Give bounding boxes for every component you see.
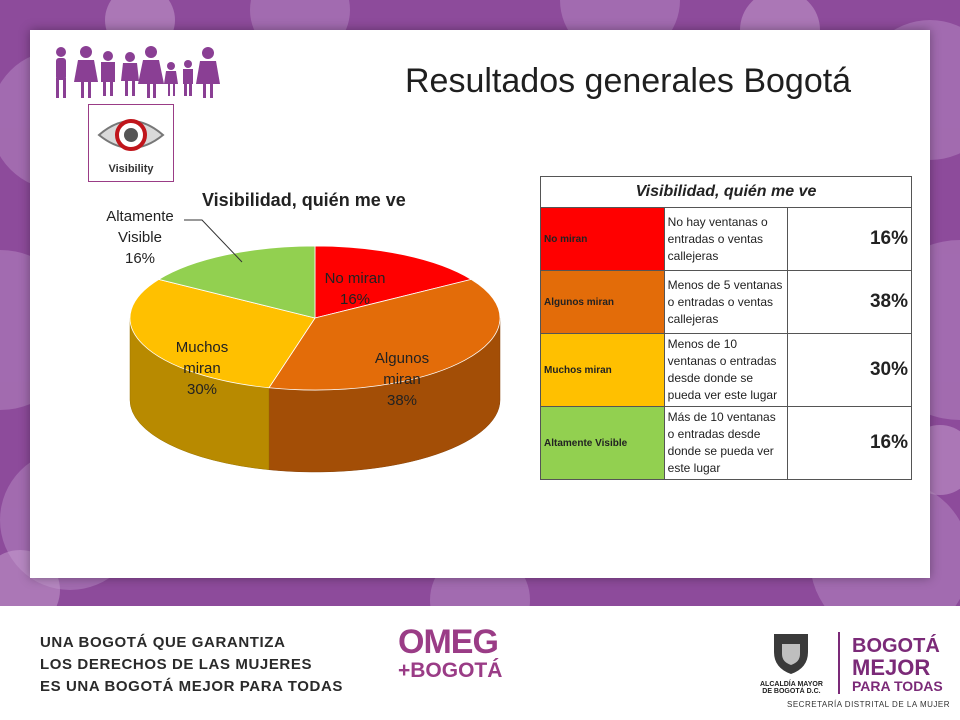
eye-icon — [97, 119, 165, 151]
table-percent: 38% — [787, 270, 912, 334]
pie-slice-no-miran — [314, 245, 473, 319]
alcaldia-line: ALCALDÍA MAYOR — [760, 681, 823, 688]
omeg-title: OMEG — [398, 623, 499, 661]
alcaldia-line: DE BOGOTÁ D.C. — [762, 688, 821, 695]
table-category: Muchos miran — [540, 333, 665, 407]
slice-label-line: Visible — [118, 229, 162, 246]
table-row: Altamente Visible Más de 10 ventanas o e… — [540, 406, 912, 480]
family-icon — [56, 46, 220, 98]
slice-label-line: Algunos — [374, 350, 430, 367]
slice-label-algunos-miran: Algunos miran 38% — [362, 348, 442, 411]
slogan-line: LOS DERECHOS DE LAS MUJERES — [40, 656, 313, 673]
table-row: Algunos miran Menos de 5 ventanas o entr… — [540, 270, 912, 334]
table-header-row: Visibilidad, quién me ve — [540, 176, 912, 208]
slice-label-line: 16% — [339, 291, 371, 308]
slogan-line: UNA BOGOTÁ QUE GARANTIZA — [40, 634, 286, 651]
bogota-line: MEJOR — [852, 655, 931, 680]
footer-slogan: UNA BOGOTÁ QUE GARANTIZA LOS DERECHOS DE… — [40, 632, 343, 698]
pie-slice-algunos-miran — [268, 278, 501, 391]
table-description: Más de 10 ventanas o entradas desde dond… — [663, 406, 789, 480]
alcaldia-logo: ALCALDÍA MAYOR DE BOGOTÁ D.C. — [760, 630, 823, 695]
slice-label-muchos-miran: Muchos miran 30% — [162, 337, 242, 400]
table-percent: 16% — [787, 406, 912, 480]
slice-label-line: No miran — [324, 270, 386, 287]
slice-label-altamente-visible: Altamente Visible 16% — [92, 206, 188, 269]
page-title: Resultados generales Bogotá — [405, 62, 852, 100]
slogan-line: ES UNA BOGOTÁ MEJOR PARA TODAS — [40, 678, 344, 695]
visibility-badge: Visibility — [88, 104, 174, 182]
pie-chart — [129, 245, 501, 473]
table-description: Menos de 10 ventanas o entradas desde do… — [663, 333, 789, 407]
chart-title: Visibilidad, quién me ve — [202, 190, 406, 210]
coat-of-arms-icon — [774, 634, 809, 674]
slice-label-line: miran — [183, 360, 221, 377]
slice-label-line: Muchos — [175, 339, 229, 356]
badge-label: Visibility — [108, 163, 154, 175]
secretaria-label: SECRETARÍA DISTRITAL DE LA MUJER — [787, 700, 950, 709]
table-description: No hay ventanas o entradas o ventas call… — [663, 207, 789, 271]
table-category: Altamente Visible — [540, 406, 665, 480]
slice-label-line: Altamente — [106, 208, 174, 225]
pie-slice-muchos-miran — [129, 278, 316, 389]
leader-line — [184, 219, 243, 263]
bogota-line: BOGOTÁ — [852, 635, 940, 657]
slice-label-no-miran: No miran 16% — [314, 268, 396, 310]
visibility-table: Visibilidad, quién me ve No miran No hay… — [540, 176, 912, 480]
slice-label-line: 30% — [186, 381, 218, 398]
table-description: Menos de 5 ventanas o entradas o ventas … — [663, 270, 789, 334]
slice-label-line: 16% — [124, 250, 156, 267]
bogota-line: PARA TODAS — [852, 678, 943, 694]
bogota-mejor-logo: BOGOTÁ MEJOR PARA TODAS — [852, 635, 943, 693]
table-percent: 30% — [787, 333, 912, 407]
slice-label-line: miran — [383, 371, 421, 388]
table-row: Muchos miran Menos de 10 ventanas o entr… — [540, 333, 912, 407]
table-header: Visibilidad, quién me ve — [540, 176, 912, 208]
table-percent: 16% — [787, 207, 912, 271]
table-row: No miran No hay ventanas o entradas o ve… — [540, 207, 912, 271]
table-category: No miran — [540, 207, 665, 271]
table-category: Algunos miran — [540, 270, 665, 334]
omeg-subtitle: +BOGOTÁ — [398, 659, 503, 682]
slice-label-line: 38% — [386, 392, 418, 409]
footer-divider — [838, 632, 840, 694]
pie-slice-altamente-visible — [157, 245, 316, 319]
omeg-logo: OMEG +BOGOTÁ — [398, 625, 502, 683]
